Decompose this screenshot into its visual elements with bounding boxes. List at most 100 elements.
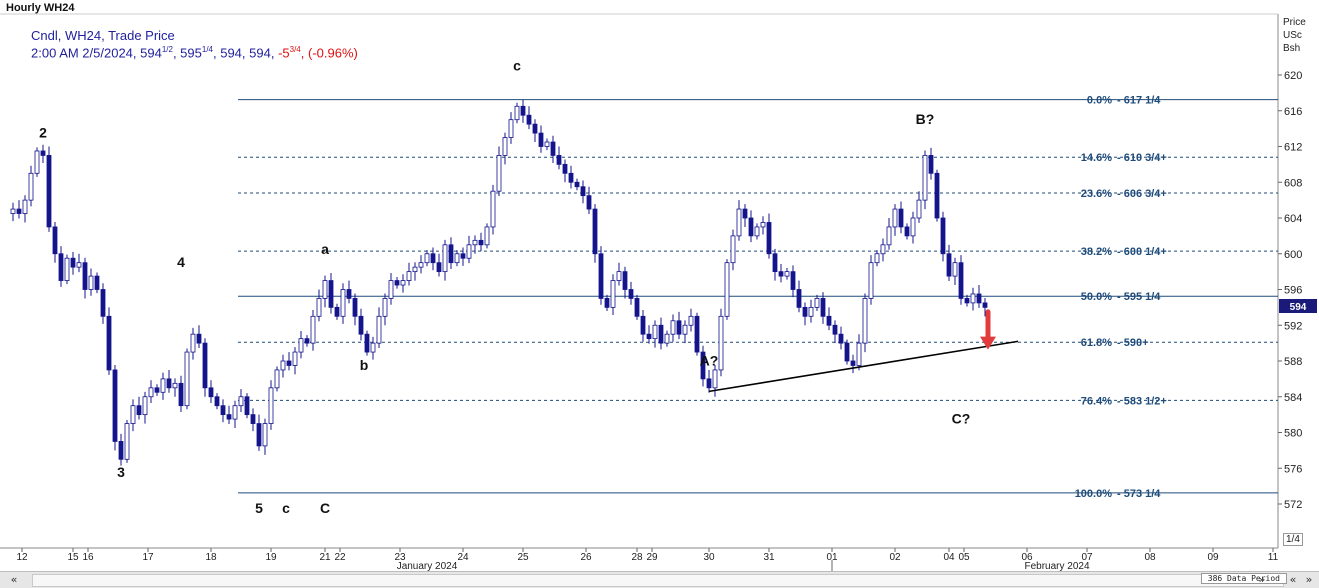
candle-body-152 bbox=[916, 199, 922, 219]
candle-body-31 bbox=[190, 333, 196, 353]
x-tick-label-18: 04 bbox=[943, 552, 955, 563]
fib-ratio-5: 61.8% bbox=[1081, 337, 1112, 349]
axis-header-unit: USc bbox=[1283, 30, 1302, 41]
candle-body-43 bbox=[262, 423, 268, 447]
candle-body-23 bbox=[142, 396, 148, 416]
candle-body-115 bbox=[694, 315, 700, 353]
candle-body-119 bbox=[718, 315, 724, 371]
fib-ratio-1: 14.6% bbox=[1081, 152, 1112, 164]
candle-body-22 bbox=[136, 405, 142, 416]
candle-body-32 bbox=[196, 333, 202, 344]
y-tick-label-1: 576 bbox=[1284, 463, 1302, 475]
candle-body-38 bbox=[232, 405, 238, 420]
candle-body-48 bbox=[292, 351, 298, 366]
x-tick-label-12: 28 bbox=[631, 552, 643, 563]
candle-body-87 bbox=[526, 114, 532, 125]
scrollbar[interactable]: « 386 Data Period » « » bbox=[0, 571, 1319, 588]
candle-body-97 bbox=[586, 195, 592, 210]
down-arrow-head bbox=[980, 336, 996, 350]
candle-body-150 bbox=[904, 226, 910, 237]
scroll-track[interactable] bbox=[32, 574, 1284, 587]
candle-body-142 bbox=[856, 342, 862, 366]
x-tick-label-1: 15 bbox=[67, 552, 79, 563]
candle-body-89 bbox=[538, 132, 544, 147]
x-tick-label-8: 23 bbox=[394, 552, 406, 563]
candle-body-28 bbox=[172, 382, 178, 389]
candle-body-77 bbox=[466, 244, 472, 259]
wave-label-10: B? bbox=[916, 111, 935, 127]
y-tick-label-11: 616 bbox=[1284, 106, 1302, 118]
axis-header-price: Price bbox=[1283, 17, 1306, 28]
candle-body-112 bbox=[676, 320, 682, 335]
candle-body-40 bbox=[244, 396, 250, 416]
candle-body-90 bbox=[544, 141, 550, 147]
current-price-marker: 594 bbox=[1290, 302, 1307, 313]
candle-body-98 bbox=[592, 208, 598, 255]
wave-label-11: C? bbox=[952, 411, 971, 427]
scroll-zoom-in-button[interactable]: « bbox=[1289, 573, 1297, 586]
candle-body-100 bbox=[604, 298, 610, 308]
candle-body-93 bbox=[562, 163, 568, 174]
candle-body-103 bbox=[622, 271, 628, 290]
legend-open-frac: 1/2 bbox=[161, 45, 173, 54]
candle-body-129 bbox=[778, 271, 784, 277]
wave-label-0: 2 bbox=[39, 125, 47, 141]
candle-body-109 bbox=[658, 324, 664, 344]
scroll-right-button[interactable]: » bbox=[1258, 573, 1266, 586]
candle-body-138 bbox=[832, 324, 838, 335]
candle-body-49 bbox=[298, 338, 304, 353]
candle-body-157 bbox=[946, 253, 952, 277]
candle-body-76 bbox=[460, 253, 466, 259]
price-chart-svg[interactable]: 0.0% - 617 1/4 14.6% - 610 3/4+ 23.6% - 606 3… bbox=[0, 0, 1319, 571]
candle-body-156 bbox=[940, 217, 946, 255]
candle-body-69 bbox=[418, 262, 424, 268]
candle-body-8 bbox=[52, 226, 58, 255]
candle-body-151 bbox=[910, 217, 916, 237]
candle-body-140 bbox=[844, 342, 850, 362]
candle-body-29 bbox=[178, 382, 184, 407]
y-tick-label-9: 608 bbox=[1284, 177, 1302, 189]
candle-body-113 bbox=[682, 324, 688, 335]
x-tick-label-10: 25 bbox=[517, 552, 529, 563]
y-tick-label-12: 620 bbox=[1284, 70, 1302, 82]
candle-body-41 bbox=[250, 414, 256, 424]
candle-body-33 bbox=[202, 342, 208, 389]
candle-body-66 bbox=[400, 280, 406, 286]
candle-body-81 bbox=[490, 190, 496, 228]
x-tick-label-16: 01 bbox=[826, 552, 838, 563]
x-tick-label-0: 12 bbox=[16, 552, 28, 563]
candle-body-57 bbox=[346, 289, 352, 299]
candle-body-60 bbox=[364, 333, 370, 353]
legend-line-2: 2:00 AM 2/5/2024, 5941/2, 5951/4, 594, 5… bbox=[31, 45, 358, 60]
candle-body-37 bbox=[226, 414, 232, 420]
fib-ratio-2: 23.6% bbox=[1081, 188, 1112, 200]
x-tick-label-7: 22 bbox=[334, 552, 346, 563]
y-tick-label-7: 600 bbox=[1284, 249, 1302, 261]
x-tick-label-4: 18 bbox=[205, 552, 217, 563]
x-tick-label-23: 09 bbox=[1207, 552, 1219, 563]
candle-body-17 bbox=[106, 315, 112, 371]
wave-label-5: C bbox=[320, 500, 330, 516]
candle-body-42 bbox=[256, 423, 262, 447]
scroll-left-button[interactable]: « bbox=[10, 573, 18, 586]
candle-body-155 bbox=[934, 172, 940, 219]
candle-body-63 bbox=[382, 298, 388, 317]
candle-body-84 bbox=[508, 119, 514, 138]
candle-body-118 bbox=[712, 369, 718, 389]
zoom-label[interactable]: 1/4 bbox=[1283, 533, 1303, 546]
fib-ratio-6: 76.4% bbox=[1081, 395, 1112, 407]
candle-body-135 bbox=[814, 298, 820, 308]
y-tick-label-5: 592 bbox=[1284, 320, 1302, 332]
y-tick-label-3: 584 bbox=[1284, 392, 1302, 404]
candle-body-105 bbox=[634, 298, 640, 317]
trendline[interactable] bbox=[708, 340, 1019, 393]
candle-body-73 bbox=[442, 244, 448, 273]
candle-body-95 bbox=[574, 181, 580, 188]
candle-body-10 bbox=[64, 257, 70, 281]
scroll-zoom-out-button[interactable]: » bbox=[1305, 573, 1313, 586]
x-tick-label-2: 16 bbox=[82, 552, 94, 563]
candle-body-78 bbox=[472, 239, 478, 246]
candle-body-45 bbox=[274, 369, 280, 389]
candle-body-134 bbox=[808, 306, 814, 317]
